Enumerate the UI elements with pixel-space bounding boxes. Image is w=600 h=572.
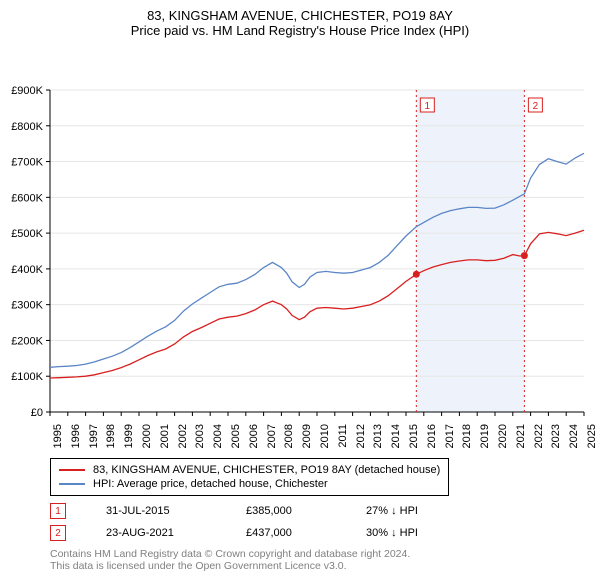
x-tick-label: 2004 xyxy=(212,424,224,454)
x-tick-label: 2013 xyxy=(372,424,384,454)
sale-date: 23-AUG-2021 xyxy=(106,527,206,539)
title-line-1: 83, KINGSHAM AVENUE, CHICHESTER, PO19 8A… xyxy=(0,8,600,23)
sale-date: 31-JUL-2015 xyxy=(106,505,206,517)
sale-marker-chip: 1 xyxy=(50,503,66,519)
title-line-2: Price paid vs. HM Land Registry's House … xyxy=(0,23,600,38)
x-tick-label: 2001 xyxy=(159,424,171,454)
legend: 83, KINGSHAM AVENUE, CHICHESTER, PO19 8A… xyxy=(50,458,449,496)
x-tick-label: 2022 xyxy=(533,424,545,454)
sales-table: 1 31-JUL-2015 £385,000 27% ↓ HPI 2 23-AUG-202… xyxy=(50,500,418,544)
sale-vs-hpi: 27% ↓ HPI xyxy=(366,505,418,517)
x-tick-label: 2010 xyxy=(319,424,331,454)
x-tick-label: 2000 xyxy=(141,424,153,454)
legend-row: HPI: Average price, detached house, Chic… xyxy=(59,477,440,491)
sale-price: £385,000 xyxy=(246,505,326,517)
x-tick-label: 2019 xyxy=(479,424,491,454)
sale-row: 2 23-AUG-2021 £437,000 30% ↓ HPI xyxy=(50,522,418,544)
x-tick-label: 1995 xyxy=(52,424,64,454)
sale-marker-chip: 2 xyxy=(50,525,66,541)
legend-label: HPI: Average price, detached house, Chic… xyxy=(93,478,328,490)
x-tick-label: 2007 xyxy=(266,424,278,454)
y-tick-label: £700K xyxy=(11,157,43,169)
y-tick-label: £100K xyxy=(11,371,43,383)
x-tick-label: 2006 xyxy=(248,424,260,454)
x-tick-label: 1996 xyxy=(70,424,82,454)
x-tick-label: 2020 xyxy=(497,424,509,454)
x-tick-label: 2015 xyxy=(408,424,420,454)
legend-label: 83, KINGSHAM AVENUE, CHICHESTER, PO19 8A… xyxy=(93,464,440,476)
x-tick-label: 2009 xyxy=(301,424,313,454)
x-tick-label: 2008 xyxy=(283,424,295,454)
marker-chip: 1 xyxy=(425,101,431,112)
x-tick-label: 1998 xyxy=(105,424,117,454)
x-tick-label: 2011 xyxy=(337,424,349,454)
x-tick-label: 2023 xyxy=(550,424,562,454)
y-tick-label: £300K xyxy=(11,300,43,312)
x-tick-label: 2017 xyxy=(444,424,456,454)
x-tick-label: 1999 xyxy=(123,424,135,454)
x-tick-label: 2021 xyxy=(515,424,527,454)
y-tick-label: £400K xyxy=(11,264,43,276)
y-tick-label: £500K xyxy=(11,228,43,240)
y-tick-label: £800K xyxy=(11,121,43,133)
sale-row: 1 31-JUL-2015 £385,000 27% ↓ HPI xyxy=(50,500,418,522)
footer: Contains HM Land Registry data © Crown c… xyxy=(50,548,410,572)
line-chart: £0 £100K £200K £300K £400K £500K £600K £700K £80… xyxy=(0,38,600,418)
x-tick-label: 2025 xyxy=(586,424,598,454)
x-tick-label: 2016 xyxy=(426,424,438,454)
x-tick-label: 2005 xyxy=(230,424,242,454)
x-tick-label: 2018 xyxy=(461,424,473,454)
x-tick-label: 1997 xyxy=(88,424,100,454)
y-tick-label: £900K xyxy=(11,85,43,97)
y-tick-label: £600K xyxy=(11,192,43,204)
footer-line-1: Contains HM Land Registry data © Crown c… xyxy=(50,548,410,560)
sale-vs-hpi: 30% ↓ HPI xyxy=(366,527,418,539)
x-tick-label: 2024 xyxy=(568,424,580,454)
x-tick-label: 2014 xyxy=(390,424,402,454)
footer-line-2: This data is licensed under the Open Gov… xyxy=(50,560,410,572)
sale-price: £437,000 xyxy=(246,527,326,539)
y-tick-label: £0 xyxy=(31,407,43,418)
x-tick-label: 2002 xyxy=(177,424,189,454)
title-block: 83, KINGSHAM AVENUE, CHICHESTER, PO19 8A… xyxy=(0,0,600,38)
y-tick-label: £200K xyxy=(11,335,43,347)
x-tick-label: 2012 xyxy=(355,424,367,454)
legend-row: 83, KINGSHAM AVENUE, CHICHESTER, PO19 8A… xyxy=(59,463,440,477)
legend-swatch xyxy=(59,469,85,471)
marker-chip: 2 xyxy=(533,101,539,112)
legend-swatch xyxy=(59,483,85,485)
x-tick-label: 2003 xyxy=(194,424,206,454)
chart-container: 83, KINGSHAM AVENUE, CHICHESTER, PO19 8A… xyxy=(0,0,600,560)
